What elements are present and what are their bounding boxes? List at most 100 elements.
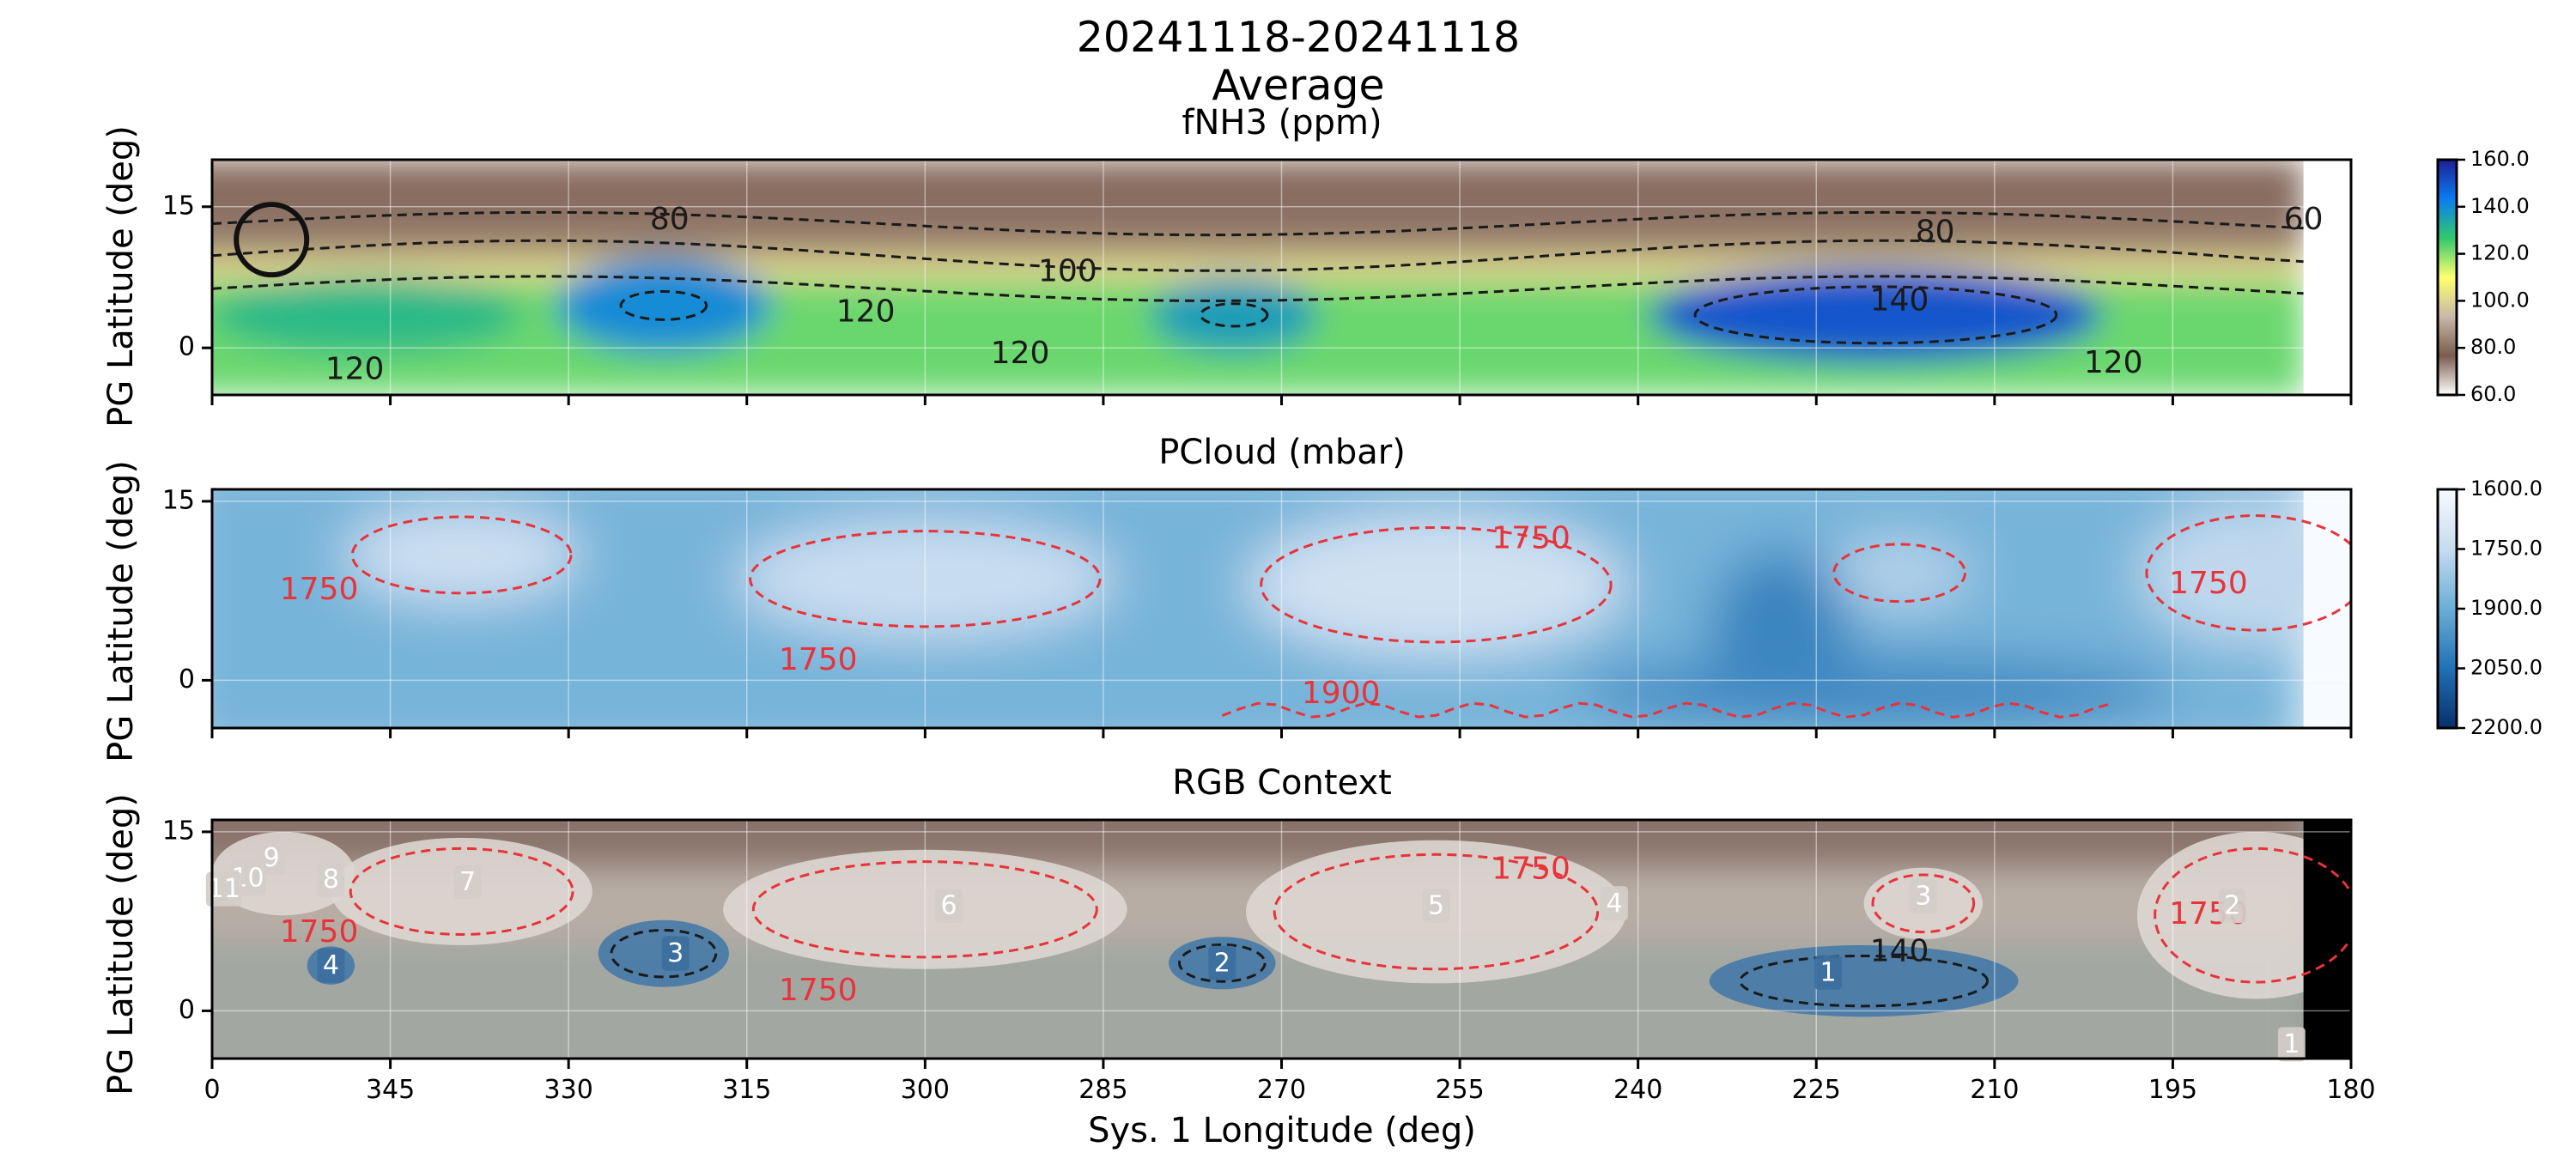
region-marker-box <box>453 865 482 900</box>
rgb-xlabel: Sys. 1 Longitude (deg) <box>1088 1111 1476 1150</box>
region-marker-label: 4 <box>1606 889 1622 919</box>
pcloud-blob-2 <box>1245 513 1626 657</box>
region-marker-label: 6 <box>940 891 957 921</box>
fnh3-nodata <box>2303 160 2351 395</box>
y-tick-label: 0 <box>179 995 195 1025</box>
pcloud-contours <box>350 514 2351 719</box>
x-tick-label: 300 <box>901 1075 950 1105</box>
pcloud-contour-label-1: 1750 <box>779 642 858 677</box>
pcloud-contour-label-0: 1750 <box>280 572 359 607</box>
fnh3-blob-0 <box>556 258 771 353</box>
y-tick-label: 0 <box>179 332 195 362</box>
rgb-blue-patch-0 <box>1709 944 2019 1017</box>
rgb-context-image <box>212 820 2351 1059</box>
colorbar-tick-label: 140.0 <box>2470 194 2530 218</box>
pcloud-gridlines <box>212 489 2351 728</box>
region-marker-label: 5 <box>1428 891 1444 921</box>
colorbar-tick-label: 80.0 <box>2470 335 2516 359</box>
pcloud-x-ticks <box>210 728 2353 738</box>
fnh3-blob-1 <box>1151 277 1318 353</box>
region-marker-label: 1 <box>1820 957 1837 987</box>
pcloud-blob-1 <box>734 519 1115 639</box>
rgb-nodata <box>2303 820 2351 1059</box>
x-tick-label: 0 <box>204 1075 220 1105</box>
rgb-contour-1750-2 <box>1273 853 1600 971</box>
colorbar-tick-label: 1600.0 <box>2470 476 2543 501</box>
panel-pcloud: PCloud (mbar) 1750 1750 1750 1750 1900 15 0 P… <box>101 433 2353 762</box>
pcloud-colorbar-ticks: 1600.0 1750.0 1900.0 2050.0 2200.0 <box>2457 476 2543 739</box>
pcloud-contour-label-4: 1900 <box>1302 676 1381 711</box>
colorbar-tick-label: 120.0 <box>2470 241 2530 265</box>
rgb-contour-140-2 <box>610 928 718 979</box>
fnh3-contour-label-8: 120 <box>2084 345 2143 380</box>
x-tick-label: 255 <box>1435 1075 1484 1105</box>
fnh3-y-ticks: 15 0 <box>162 191 212 362</box>
region-marker-label: 1 <box>2283 1029 2300 1059</box>
pcloud-contour-label-2: 1750 <box>1492 520 1571 555</box>
rgb-white-patch-1 <box>723 849 1127 969</box>
region-marker-blue-2: 2 <box>1208 945 1236 980</box>
figure-suptitle-line1: 20241118-20241118 <box>1077 13 1521 62</box>
rgb-ylabel: PG Latitude (deg) <box>101 793 141 1095</box>
fnh3-blob-2 <box>1649 268 2102 362</box>
fnh3-band-0 <box>212 160 2304 216</box>
pcloud-contour-1750-0 <box>350 515 573 595</box>
fnh3-contour-120 <box>212 275 2304 302</box>
fnh3-contour-label-3: 100 <box>1038 254 1097 289</box>
rgb-contour-140-1 <box>1177 943 1267 983</box>
region-marker-box <box>661 936 690 971</box>
fnh3-contour-label-6: 120 <box>991 336 1050 371</box>
pcloud-colorbar: 1600.0 1750.0 1900.0 2050.0 2200.0 <box>2436 476 2543 739</box>
y-tick-label: 15 <box>162 191 195 221</box>
fnh3-blob-3 <box>212 277 521 353</box>
region-marker-blue-4: 4 <box>317 948 345 983</box>
colorbar-tick-label: 160.0 <box>2470 147 2530 171</box>
region-marker-box <box>935 889 963 924</box>
pcloud-blob-3 <box>2136 501 2351 645</box>
region-marker-label: 8 <box>323 865 339 895</box>
region-marker-box <box>317 862 345 897</box>
x-tick-label: 225 <box>1792 1075 1841 1105</box>
region-marker-box <box>1600 886 1628 921</box>
fnh3-contour-label-5: 140 <box>1870 282 1929 318</box>
colorbar-tick-label: 100.0 <box>2470 288 2530 312</box>
fnh3-contour-label-0: 80 <box>650 202 690 237</box>
pcloud-blob-0 <box>343 507 581 604</box>
region-marker-label: 3 <box>667 938 683 968</box>
rgb-title: RGB Context <box>1172 763 1392 803</box>
x-tick-label: 195 <box>2148 1075 2197 1105</box>
region-highlight-circle <box>234 202 310 278</box>
fnh3-contours <box>212 210 2304 345</box>
pcloud-contour-1750-3 <box>2145 514 2351 632</box>
fnh3-colorbar-bar <box>2436 158 2458 397</box>
region-marker-label: 4 <box>323 950 339 980</box>
region-marker-white-5: 5 <box>1422 889 1450 924</box>
fnh3-colorbar: 160.0 140.0 120.0 100.0 80.0 60.0 <box>2436 147 2530 406</box>
region-marker-label: 7 <box>459 867 476 897</box>
region-marker-white-3: 3 <box>1909 878 1937 913</box>
pcloud-contour-labels: 1750 1750 1750 1750 1900 <box>280 520 2248 711</box>
region-marker-label: 2 <box>1214 948 1230 978</box>
fnh3-contour-label-7: 120 <box>325 352 385 387</box>
pcloud-title: PCloud (mbar) <box>1158 433 1406 472</box>
fnh3-heatmap <box>212 160 2351 395</box>
pcloud-blob-6 <box>1578 656 2173 728</box>
rgb-contour-1750-1 <box>751 860 1098 959</box>
fnh3-contour-140-1 <box>1199 302 1269 328</box>
rgb-contour-1750-0 <box>349 846 574 936</box>
x-tick-label: 180 <box>2326 1075 2375 1105</box>
y-tick-label: 15 <box>162 816 195 846</box>
fnh3-band-1 <box>212 215 2304 254</box>
rgb-y-ticks: 15 0 <box>162 816 212 1025</box>
rgb-gridlines <box>212 820 2351 1059</box>
region-marker-box <box>1909 878 1937 913</box>
region-marker-box <box>205 871 242 907</box>
fnh3-title: fNH3 (ppm) <box>1182 103 1382 143</box>
region-marker-white-8: 8 <box>317 862 345 897</box>
colorbar-tick-label: 2050.0 <box>2470 656 2543 680</box>
x-tick-label: 240 <box>1613 1075 1662 1105</box>
x-tick-label: 330 <box>544 1075 593 1105</box>
fnh3-contour-100 <box>212 239 2304 272</box>
